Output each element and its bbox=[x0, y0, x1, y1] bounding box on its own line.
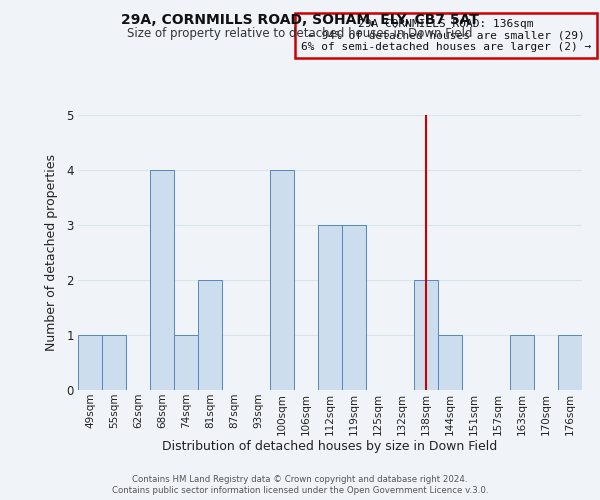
Bar bbox=[198, 280, 222, 390]
Bar bbox=[342, 225, 366, 390]
Bar bbox=[102, 335, 126, 390]
Bar bbox=[510, 335, 534, 390]
Bar bbox=[438, 335, 462, 390]
Bar bbox=[174, 335, 198, 390]
X-axis label: Distribution of detached houses by size in Down Field: Distribution of detached houses by size … bbox=[163, 440, 497, 454]
Text: Contains HM Land Registry data © Crown copyright and database right 2024.: Contains HM Land Registry data © Crown c… bbox=[132, 475, 468, 484]
Bar bbox=[414, 280, 438, 390]
Bar bbox=[150, 170, 174, 390]
Bar bbox=[558, 335, 582, 390]
Bar bbox=[270, 170, 294, 390]
Text: Contains public sector information licensed under the Open Government Licence v.: Contains public sector information licen… bbox=[112, 486, 488, 495]
Text: Size of property relative to detached houses in Down Field: Size of property relative to detached ho… bbox=[127, 28, 473, 40]
Text: 29A, CORNMILLS ROAD, SOHAM, ELY, CB7 5AT: 29A, CORNMILLS ROAD, SOHAM, ELY, CB7 5AT bbox=[121, 12, 479, 26]
Bar bbox=[318, 225, 342, 390]
Bar bbox=[78, 335, 102, 390]
Y-axis label: Number of detached properties: Number of detached properties bbox=[45, 154, 58, 351]
Text: 29A CORNMILLS ROAD: 136sqm
← 94% of detached houses are smaller (29)
6% of semi-: 29A CORNMILLS ROAD: 136sqm ← 94% of deta… bbox=[301, 18, 591, 52]
